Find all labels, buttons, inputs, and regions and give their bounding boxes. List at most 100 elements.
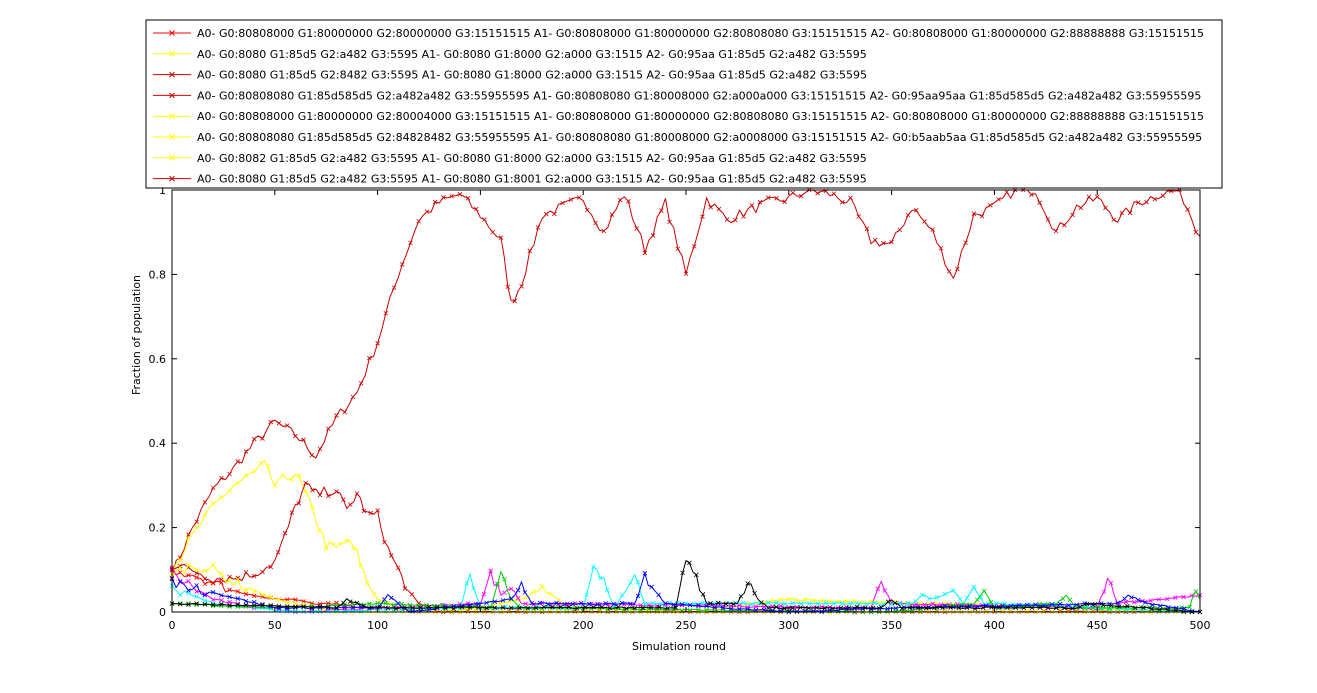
data-point-marker xyxy=(704,607,709,613)
data-point-marker xyxy=(1086,194,1092,200)
data-point-marker xyxy=(484,605,489,611)
data-point-marker xyxy=(778,603,783,609)
data-point-marker xyxy=(712,605,718,610)
data-point-marker xyxy=(284,600,290,605)
data-point-marker xyxy=(325,608,331,614)
data-point-marker xyxy=(667,219,672,225)
legend-label: A0- G0:80808080 G1:85d585d5 G2:84828482 … xyxy=(197,131,1202,144)
data-point-marker xyxy=(642,571,648,576)
data-point-marker xyxy=(495,581,500,587)
data-point-marker xyxy=(790,605,795,611)
data-point-marker xyxy=(391,285,397,291)
data-point-marker xyxy=(971,584,977,590)
data-point-marker xyxy=(1142,600,1148,605)
data-point-marker xyxy=(638,602,644,608)
data-point-marker xyxy=(738,593,744,599)
data-point-marker xyxy=(635,593,641,599)
data-point-marker xyxy=(276,604,282,609)
data-point-marker xyxy=(288,477,294,482)
data-point-marker xyxy=(361,603,367,609)
data-point-marker xyxy=(309,452,315,458)
legend-box xyxy=(145,19,1223,189)
data-point-marker xyxy=(1108,580,1114,586)
data-point-marker xyxy=(671,602,676,607)
data-point-marker xyxy=(913,598,918,604)
data-point-marker xyxy=(227,578,232,584)
series-line-9 xyxy=(171,559,1201,613)
data-point-marker xyxy=(350,394,356,400)
data-point-marker xyxy=(284,606,290,611)
data-point-marker xyxy=(367,601,372,607)
data-point-marker xyxy=(227,471,232,477)
data-point-marker xyxy=(782,601,787,607)
data-point-marker xyxy=(523,609,528,614)
x-tick-label: 250 xyxy=(676,619,697,632)
data-point-marker xyxy=(1074,602,1079,608)
data-point-marker xyxy=(1049,602,1055,607)
data-point-marker xyxy=(852,598,857,604)
x-tick-label: 350 xyxy=(881,619,902,632)
y-axis-label: Fraction of population xyxy=(130,275,143,395)
data-point-marker xyxy=(566,604,572,610)
data-point-marker xyxy=(303,480,308,486)
data-point-marker xyxy=(1070,212,1075,218)
data-point-marker xyxy=(354,491,360,496)
data-point-marker xyxy=(293,433,298,439)
data-point-marker xyxy=(535,225,541,230)
data-point-marker xyxy=(227,574,232,580)
data-point-marker xyxy=(994,600,999,606)
data-point-marker xyxy=(752,590,757,596)
data-point-marker xyxy=(368,510,374,516)
data-point-marker xyxy=(260,603,265,608)
data-point-marker xyxy=(723,601,729,607)
data-point-marker xyxy=(815,190,820,196)
data-point-marker xyxy=(619,592,625,598)
data-point-marker xyxy=(365,580,370,586)
data-point-marker xyxy=(601,228,607,234)
data-point-marker xyxy=(243,598,249,604)
data-point-marker xyxy=(548,591,553,597)
data-point-marker xyxy=(358,380,364,386)
data-point-marker xyxy=(675,246,681,252)
data-point-marker xyxy=(582,605,588,610)
data-point-marker xyxy=(268,603,273,608)
data-point-marker xyxy=(533,605,539,611)
data-point-marker xyxy=(554,600,559,606)
data-point-marker xyxy=(856,214,861,219)
data-point-marker xyxy=(186,588,191,593)
legend-label: A0- G0:8082 G1:85d5 G2:a482 G3:5595 A1- … xyxy=(197,152,867,165)
data-point-marker xyxy=(423,603,429,608)
data-point-marker xyxy=(282,530,288,536)
data-point-marker xyxy=(1173,595,1178,600)
data-point-marker xyxy=(500,598,506,603)
series-markers-0 xyxy=(169,187,1199,582)
data-point-marker xyxy=(202,512,208,518)
data-point-marker xyxy=(708,204,713,210)
data-point-marker xyxy=(715,600,721,606)
x-tick-label: 450 xyxy=(1087,619,1108,632)
data-point-marker xyxy=(1164,596,1170,602)
data-point-marker xyxy=(885,599,891,605)
data-point-marker xyxy=(1127,210,1133,216)
data-point-marker xyxy=(759,600,764,605)
data-point-marker xyxy=(938,245,944,251)
data-point-marker xyxy=(656,604,662,610)
data-point-marker xyxy=(350,605,356,611)
data-point-marker xyxy=(683,271,689,277)
data-point-marker xyxy=(219,602,224,607)
data-point-marker xyxy=(488,568,493,574)
data-point-marker xyxy=(765,195,771,200)
data-point-marker xyxy=(728,606,734,612)
data-point-marker xyxy=(268,419,273,425)
data-point-marker xyxy=(502,577,507,582)
data-point-marker xyxy=(893,605,898,611)
data-point-marker xyxy=(219,580,224,585)
data-point-marker xyxy=(708,601,713,606)
data-point-marker xyxy=(539,583,545,589)
data-point-marker xyxy=(798,605,803,610)
data-point-marker xyxy=(1053,228,1059,234)
data-point-marker xyxy=(997,605,1002,610)
data-point-marker xyxy=(377,604,382,610)
data-point-marker xyxy=(467,605,473,610)
data-point-marker xyxy=(731,601,736,607)
